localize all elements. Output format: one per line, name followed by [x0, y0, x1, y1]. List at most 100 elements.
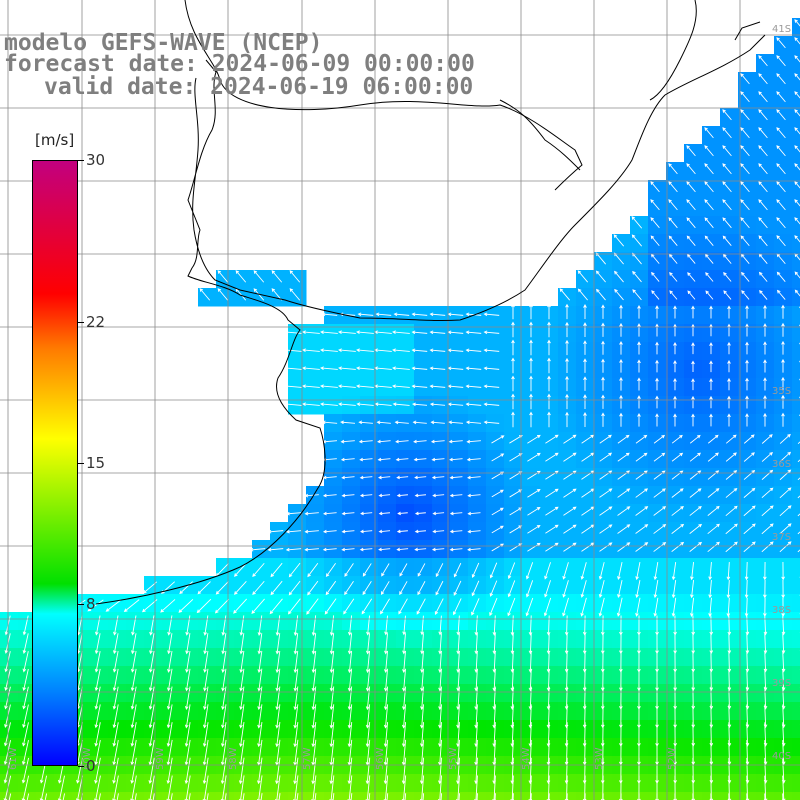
- wind-arrow: [365, 722, 371, 748]
- wind-arrow: [709, 413, 713, 427]
- longitude-labels: 61W 60W 59W 58W 57W 56W 55W 54W 53W 52W: [8, 747, 678, 770]
- wind-arrow: [758, 91, 768, 103]
- wind-arrow: [745, 305, 749, 319]
- wind-arrow: [311, 650, 317, 674]
- wind-arrow: [483, 330, 500, 335]
- wind-arrow: [420, 650, 424, 674]
- wind-arrow: [776, 73, 786, 85]
- wind-arrow: [377, 439, 391, 444]
- wind-arrow: [761, 505, 774, 517]
- wind-arrow: [322, 475, 337, 480]
- wind-arrow: [347, 686, 353, 711]
- wind-arrow: [368, 793, 371, 800]
- wind-arrow: [338, 366, 356, 370]
- wind-arrow: [420, 686, 424, 711]
- wind-arrow: [686, 217, 696, 229]
- wind-arrow: [598, 597, 605, 617]
- model-title: modelo GEFS-WAVE (NCEP): [4, 30, 323, 56]
- wind-arrow: [116, 793, 119, 800]
- wind-arrow: [740, 163, 750, 175]
- wind-arrow: [321, 420, 338, 425]
- wind-arrow: [763, 412, 767, 427]
- wind-arrow: [758, 55, 768, 67]
- wind-arrow: [94, 722, 101, 747]
- wind-arrow: [617, 452, 630, 462]
- wind-arrow: [655, 341, 659, 355]
- wind-arrow: [598, 580, 605, 598]
- wind-arrow: [148, 686, 155, 710]
- wind-arrow: [359, 475, 373, 480]
- wind-arrow: [710, 793, 712, 800]
- wind-arrow: [149, 650, 155, 673]
- wind-arrow: [453, 562, 462, 578]
- wind-arrow: [257, 704, 263, 729]
- wind-arrow: [325, 563, 336, 578]
- speed-cell: [792, 54, 800, 73]
- wind-arrow: [358, 439, 373, 444]
- wind-arrow: [704, 127, 714, 139]
- wind-arrow: [653, 597, 659, 617]
- wind-arrow: [112, 686, 119, 710]
- wind-arrow: [601, 394, 605, 409]
- wind-arrow: [203, 668, 209, 692]
- longitude-label: 56W: [375, 747, 386, 770]
- wind-arrow: [529, 393, 533, 410]
- wind-arrow: [776, 289, 786, 300]
- wind-arrow: [365, 704, 371, 729]
- speed-cell: [792, 612, 800, 631]
- wind-arrow: [491, 453, 505, 462]
- wind-arrow: [727, 323, 731, 337]
- wind-arrow: [311, 775, 317, 800]
- wind-arrow: [489, 562, 498, 579]
- wind-arrow: [527, 452, 541, 462]
- speed-cell: [792, 720, 800, 739]
- wind-arrow: [707, 541, 720, 553]
- speed-cell: [792, 72, 800, 91]
- wind-arrow: [466, 439, 481, 444]
- speed-cell: [792, 396, 800, 415]
- wind-arrow: [476, 793, 478, 800]
- wind-arrow: [383, 722, 389, 748]
- wind-arrow: [293, 775, 299, 800]
- speed-cell: [792, 648, 800, 667]
- wind-arrow: [668, 181, 678, 193]
- wind-arrow: [149, 633, 155, 655]
- wind-arrow: [22, 633, 29, 654]
- wind-arrow: [239, 633, 245, 655]
- wind-arrow: [656, 793, 658, 800]
- wind-arrow: [419, 757, 425, 785]
- wind-arrow: [130, 757, 137, 784]
- wind-arrow: [341, 511, 355, 516]
- wind-arrow: [563, 524, 577, 534]
- wind-arrow: [417, 563, 426, 577]
- wind-arrow: [776, 217, 786, 229]
- wind-arrow: [722, 145, 732, 157]
- wind-arrow: [94, 686, 101, 710]
- wind-arrow: [217, 270, 229, 283]
- wind-arrow: [631, 216, 643, 229]
- wind-arrow: [507, 562, 516, 580]
- latitude-label: 37S: [772, 532, 791, 543]
- wind-arrow: [374, 402, 392, 407]
- wind-arrow: [401, 775, 407, 800]
- wind-arrow: [619, 340, 623, 355]
- wind-arrow: [669, 272, 678, 282]
- wind-arrow: [447, 330, 464, 335]
- wind-arrow: [304, 547, 319, 552]
- valid-date: valid date: 2024-06-19 06:00:00: [44, 74, 474, 100]
- wind-arrow: [320, 402, 338, 406]
- wind-arrow: [686, 235, 696, 246]
- wind-arrow: [601, 412, 605, 427]
- wind-arrow: [401, 757, 407, 785]
- latitude-label: 39S: [772, 678, 791, 689]
- wind-arrow: [776, 37, 786, 49]
- wind-arrow: [637, 304, 641, 319]
- wind-arrow: [235, 270, 247, 283]
- wind-arrow: [781, 322, 785, 337]
- wind-arrow: [722, 127, 732, 139]
- wind-arrow: [447, 366, 464, 371]
- wind-arrow: [429, 366, 446, 371]
- wind-arrow: [94, 739, 101, 766]
- speed-cell: [792, 18, 800, 37]
- wind-arrow: [347, 722, 353, 748]
